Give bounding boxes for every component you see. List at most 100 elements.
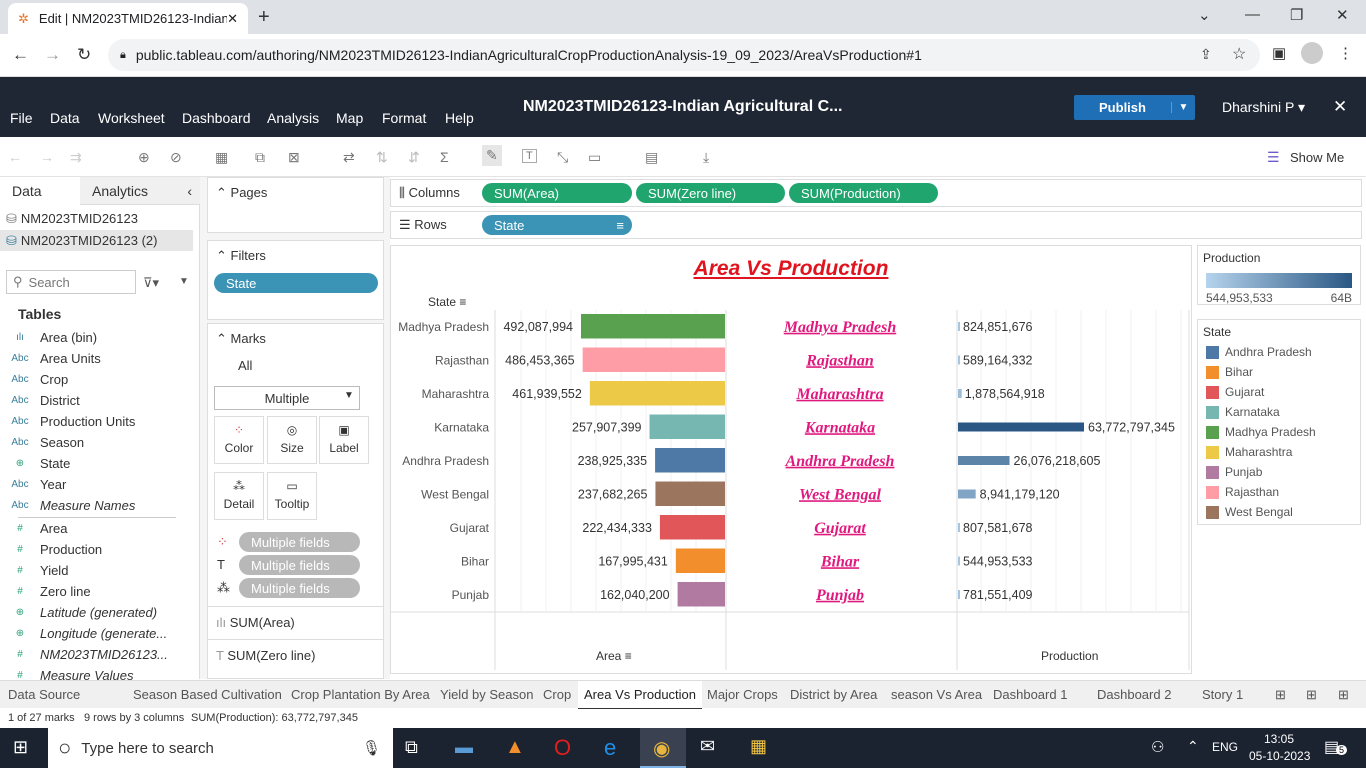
marks-card-sum-zero[interactable]: T SUM(Zero line) (208, 639, 383, 671)
label-button[interactable]: ▣ Label (319, 416, 369, 464)
menu-format[interactable]: Format (382, 110, 427, 126)
sheet-tab-season-vs-area[interactable]: season Vs Area (891, 687, 983, 702)
tooltip-button[interactable]: ▭ Tooltip (267, 472, 317, 520)
menu-data[interactable]: Data (50, 110, 80, 126)
show-labels-icon[interactable]: T (522, 149, 537, 163)
menu-map[interactable]: Map (336, 110, 364, 126)
sheet-tab-story-1[interactable]: Story 1 (1202, 687, 1244, 702)
field-latitude-generated-[interactable]: ⊕ Latitude (generated) (0, 602, 157, 623)
clear-sheet-icon[interactable]: ⊠ (288, 149, 300, 165)
browser-tab[interactable]: ✲ Edit | NM2023TMID26123-Indian ✕ (8, 3, 248, 34)
field-district[interactable]: Abc District (0, 390, 79, 411)
filter-pill-state[interactable]: State (214, 273, 378, 293)
legend-item[interactable]: West Bengal (1206, 505, 1293, 519)
search-input[interactable]: ⚲ Search (6, 270, 136, 294)
sort-icon[interactable]: ≡ (616, 217, 624, 233)
windows-start-icon[interactable]: ⊞ (13, 737, 29, 757)
workbook-title[interactable]: NM2023TMID26123-Indian Agricultural C... (523, 98, 843, 115)
swap-icon[interactable]: ⇄ (343, 149, 355, 165)
show-me-icon[interactable]: ☰ (1267, 149, 1280, 165)
legend-item[interactable]: Karnataka (1206, 405, 1280, 419)
tab-search-icon[interactable]: ⌄ (1198, 7, 1211, 24)
menu-dashboard[interactable]: Dashboard (182, 110, 251, 126)
duplicate-sheet-icon[interactable]: ⧉ (255, 149, 265, 165)
filters-card[interactable]: ⌃ Filters State (207, 240, 384, 320)
marks-card-sum-area[interactable]: ılı SUM(Area) (208, 606, 383, 638)
new-dashboard-tab-icon[interactable]: ⊞ (1306, 687, 1317, 702)
store-icon[interactable]: ▦ (750, 736, 768, 756)
size-button[interactable]: ◎ Size (267, 416, 317, 464)
clock-date[interactable]: 05-10-2023 (1249, 749, 1311, 763)
field-production-units[interactable]: Abc Production Units (0, 411, 135, 432)
field-measure-values[interactable]: # Measure Values (0, 665, 133, 686)
sort-icon[interactable]: ≡ (459, 295, 467, 309)
pages-card[interactable]: ⌃ Pages (207, 177, 384, 233)
sheet-tab-crop-plantation-by-area[interactable]: Crop Plantation By Area (291, 687, 430, 702)
sheet-tab-dashboard-1[interactable]: Dashboard 1 (993, 687, 1068, 702)
sheet-tab-season-based-cultivation[interactable]: Season Based Cultivation (133, 687, 282, 702)
browser-menu-icon[interactable]: ⋮ (1338, 45, 1353, 62)
datasource-item-active[interactable]: ⛁ NM2023TMID26123 (2) (0, 230, 193, 251)
legend-item[interactable]: Bihar (1206, 365, 1253, 379)
highlight-icon[interactable]: ✎ (482, 145, 502, 166)
field-season[interactable]: Abc Season (0, 432, 84, 453)
close-tab-icon[interactable]: ✕ (227, 10, 238, 26)
close-editor-icon[interactable]: ✕ (1333, 97, 1348, 116)
presentation-icon[interactable]: ▤ (645, 149, 659, 165)
mail-icon[interactable]: ✉ (700, 736, 716, 756)
microphone-icon[interactable]: 🎙︎ (361, 740, 381, 757)
new-worksheet-icon[interactable]: ▦ (215, 149, 229, 165)
chevron-down-icon[interactable]: ▼ (344, 390, 354, 401)
tab-data[interactable]: Data (12, 183, 42, 199)
legend-item[interactable]: Rajasthan (1206, 485, 1279, 499)
rows-shelf[interactable]: ☰ Rows State ≡ (390, 211, 1362, 239)
filter-icon[interactable]: ⊽▾ (143, 275, 160, 290)
pause-updates-icon[interactable]: ⊘ (170, 149, 182, 165)
file-explorer-icon[interactable]: ▬ (455, 737, 473, 757)
edge-icon[interactable]: e (604, 735, 617, 760)
undo-icon[interactable]: ← (8, 149, 22, 165)
menu-analysis[interactable]: Analysis (267, 110, 320, 126)
url-field[interactable]: 🔒︎ public.tableau.com/authoring/NM2023TM… (108, 39, 1260, 71)
restore-icon[interactable]: ❐ (1290, 7, 1304, 24)
field-yield[interactable]: # Yield (0, 560, 68, 581)
fix-axes-icon[interactable]: ⤡ (557, 149, 569, 165)
marks-all-tab[interactable]: All (238, 358, 253, 373)
fit-icon[interactable]: ▭ (588, 149, 602, 165)
chrome-active-icon[interactable]: ◉ (640, 728, 686, 768)
sheet-tab-area-vs-production[interactable]: Area Vs Production (578, 681, 703, 710)
vlc-icon[interactable]: ▲ (505, 736, 525, 758)
legend-item[interactable]: Gujarat (1206, 385, 1264, 399)
clock-time[interactable]: 13:05 (1264, 732, 1295, 746)
replay-icon[interactable]: ⇉ (70, 149, 82, 165)
field-area-units[interactable]: Abc Area Units (0, 348, 100, 369)
publish-button[interactable]: Publish ▼ (1074, 95, 1195, 120)
field-year[interactable]: Abc Year (0, 474, 66, 495)
column-pill-area[interactable]: SUM(Area) (482, 183, 632, 203)
forward-icon[interactable]: → (44, 45, 61, 64)
opera-icon[interactable]: O (554, 735, 572, 760)
pane-menu-icon[interactable]: ▼ (179, 276, 189, 287)
totals-icon[interactable]: Σ (440, 149, 449, 165)
menu-file[interactable]: File (10, 110, 33, 126)
collapse-pane-icon[interactable]: ‹ (187, 182, 192, 199)
new-tab-icon[interactable]: + (258, 6, 270, 28)
row-pill-state[interactable]: State ≡ (482, 215, 632, 235)
field-zero-line[interactable]: # Zero line (0, 581, 90, 602)
sort-desc-icon[interactable]: ⇵ (408, 149, 420, 165)
datasource-item[interactable]: ⛁ NM2023TMID26123 (0, 208, 138, 229)
tab-analytics[interactable]: Analytics ‹ (80, 177, 200, 205)
column-pill-zero[interactable]: SUM(Zero line) (636, 183, 785, 203)
menu-worksheet[interactable]: Worksheet (98, 110, 165, 126)
new-datasource-icon[interactable]: ⊕ (138, 149, 150, 165)
redo-icon[interactable]: → (40, 149, 54, 165)
mark-type-select[interactable]: Multiple (214, 386, 360, 410)
bookmark-star-icon[interactable]: ☆ (1232, 46, 1247, 63)
legend-item[interactable]: Punjab (1206, 465, 1262, 479)
publish-dropdown-icon[interactable]: ▼ (1171, 102, 1195, 113)
sidebar-icon[interactable]: ▣ (1272, 45, 1287, 62)
minimize-icon[interactable]: — (1245, 6, 1260, 23)
sheet-tab-data-source[interactable]: Data Source (8, 687, 81, 702)
field-production[interactable]: # Production (0, 539, 102, 560)
sheet-tab-major-crops[interactable]: Major Crops (707, 687, 778, 702)
